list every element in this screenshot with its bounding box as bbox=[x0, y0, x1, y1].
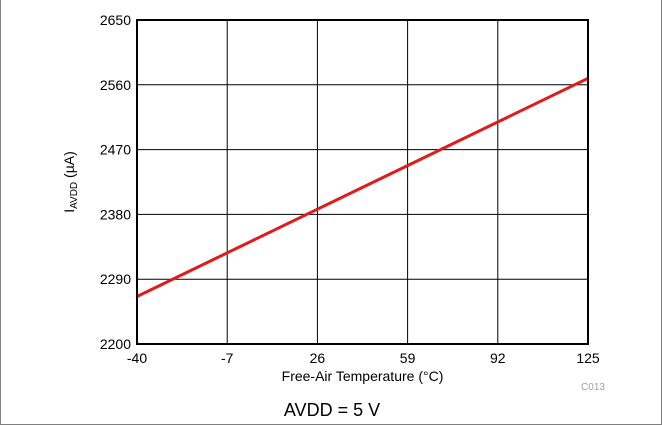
x-tick-label: -7 bbox=[221, 350, 234, 366]
x-tick-label: 26 bbox=[310, 350, 326, 366]
chart-caption: AVDD = 5 V bbox=[283, 400, 381, 420]
x-tick-label: 59 bbox=[400, 350, 416, 366]
series-line bbox=[136, 76, 589, 298]
y-axis-label-subscript: AVDD bbox=[69, 182, 80, 209]
chart-svg: -40 -7 26 59 92 125 220022902380247025602650 … bbox=[61, 12, 605, 393]
x-tick-label: 125 bbox=[576, 350, 600, 366]
y-tick-label: 2290 bbox=[100, 271, 131, 287]
plot-border bbox=[136, 19, 589, 345]
series-layer bbox=[136, 76, 589, 298]
y-axis-label: IAVDD (µA) bbox=[61, 151, 80, 213]
y-tick-label: 2200 bbox=[100, 336, 131, 352]
y-tick-label: 2650 bbox=[100, 12, 131, 28]
x-tick-label: -40 bbox=[127, 350, 147, 366]
grid bbox=[137, 20, 588, 344]
y-tick-labels: 2200 2290 2380 2470 2560 2650 bbox=[100, 12, 131, 352]
x-tick-labels: -40 -7 26 59 92 125 bbox=[127, 350, 600, 366]
y-tick-label: 2560 bbox=[100, 77, 131, 93]
x-axis-label: Free-Air Temperature (°C) bbox=[282, 368, 444, 384]
y-axis-label-main: I bbox=[61, 209, 77, 213]
figure-code: C013 bbox=[581, 382, 605, 393]
y-axis-label-unit: (µA) bbox=[61, 151, 77, 182]
x-tick-label: 92 bbox=[490, 350, 506, 366]
y-tick-label: 2380 bbox=[100, 206, 131, 222]
y-tick-label: 2470 bbox=[100, 142, 131, 158]
